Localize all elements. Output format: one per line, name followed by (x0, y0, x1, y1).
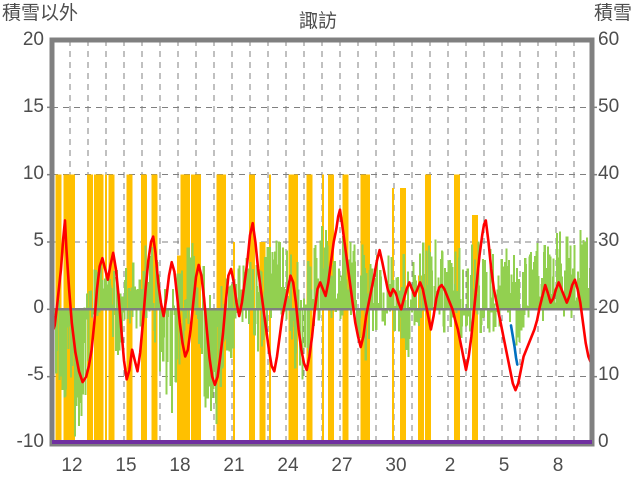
left-axis-title: 積雪以外 (2, 3, 79, 24)
y-right-tick-0: 0 (598, 431, 609, 452)
y-right-tick-10: 10 (598, 364, 620, 385)
y-left-tick-0: 0 (33, 297, 44, 318)
y-left-tick-5: 5 (33, 230, 44, 251)
x-tick-18: 18 (169, 455, 191, 476)
x-tick-2: 2 (444, 455, 456, 476)
y-right-tick-60: 60 (598, 29, 620, 50)
x-tick-15: 15 (115, 455, 137, 476)
x-tick-8: 8 (552, 455, 564, 476)
x-tick-27: 27 (331, 455, 353, 476)
x-tick-12: 12 (61, 455, 83, 476)
right-axis-title: 積雪 (593, 3, 632, 24)
y-left-tick-15: 15 (22, 96, 44, 117)
y-right-tick-30: 30 (598, 230, 620, 251)
x-tick-21: 21 (223, 455, 245, 476)
plot-frame (47, 37, 597, 447)
red-series (50, 208, 593, 392)
y-left-tick-20: 20 (22, 29, 44, 50)
x-tick-30: 30 (385, 455, 407, 476)
y-right-tick-40: 40 (598, 163, 620, 184)
chart-title: 諏訪 (298, 11, 337, 32)
x-tick-24: 24 (277, 455, 299, 476)
x-tick-5: 5 (498, 455, 510, 476)
y-right-tick-20: 20 (598, 297, 620, 318)
blue-series (509, 324, 519, 366)
y-right-tick-50: 50 (598, 96, 620, 117)
y-left-tick-m10: -10 (16, 431, 44, 452)
y-left-tick-m5: -5 (27, 364, 44, 385)
y-left-tick-10: 10 (22, 163, 44, 184)
